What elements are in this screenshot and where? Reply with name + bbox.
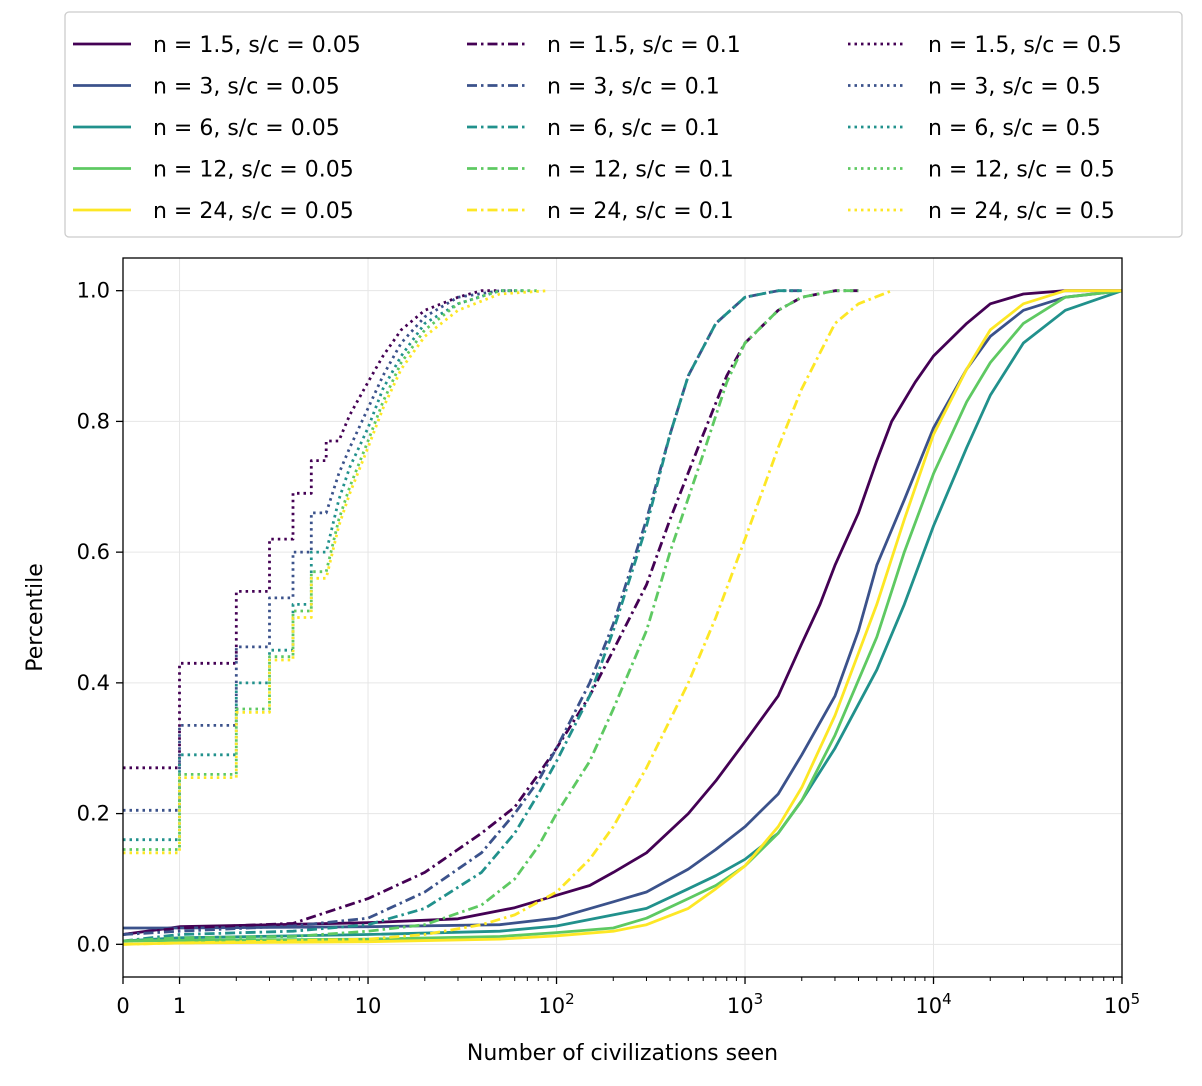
series-line-7 — [122, 289, 802, 936]
plot-frame — [122, 257, 1123, 978]
legend-label: n = 3, s/c = 0.05 — [153, 75, 340, 100]
x-tick-exponent: 4 — [942, 990, 952, 1008]
x-tick-label: 105 — [1104, 990, 1140, 1018]
x-axis-label: Number of civilizations seen — [467, 1041, 778, 1066]
legend-items: n = 1.5, s/c = 0.05 n = 3, s/c = 0.05 n = … — [73, 33, 1122, 224]
x-tick-label: 103 — [727, 990, 763, 1018]
series-line-6 — [122, 289, 859, 936]
legend-label: n = 12, s/c = 0.1 — [547, 158, 734, 183]
legend-label: n = 1.5, s/c = 0.1 — [547, 33, 741, 58]
legend-label: n = 12, s/c = 0.05 — [153, 158, 354, 183]
x-tick-label: 0 — [116, 994, 129, 1018]
x-tick-exponent: 3 — [754, 990, 764, 1008]
y-tick-label: 0.6 — [77, 540, 110, 564]
y-tick-label: 1.0 — [77, 279, 110, 303]
legend-label: n = 6, s/c = 0.5 — [928, 116, 1101, 141]
y-tick-label: 0.2 — [77, 802, 110, 826]
series-line-10 — [122, 289, 893, 946]
y-axis-label: Percentile — [23, 563, 48, 672]
series-line-8 — [122, 289, 802, 943]
y-tick-label: 0.4 — [77, 671, 110, 695]
series-lines — [122, 289, 1123, 946]
legend: n = 1.5, s/c = 0.05 n = 3, s/c = 0.05 n = … — [64, 11, 1183, 238]
legend-label: n = 1.5, s/c = 0.05 — [153, 33, 361, 58]
x-tick-label: 104 — [915, 990, 951, 1018]
legend-label: n = 24, s/c = 0.05 — [153, 199, 354, 224]
legend-label: n = 6, s/c = 0.1 — [547, 116, 720, 141]
y-tick-label: 0.8 — [77, 409, 110, 433]
series-line-1 — [122, 289, 1122, 936]
legend-label: n = 24, s/c = 0.1 — [547, 199, 734, 224]
legend-label: n = 12, s/c = 0.5 — [928, 158, 1115, 183]
x-tick-label: 1 — [173, 994, 186, 1018]
series-line-12 — [123, 289, 515, 812]
series-line-11 — [123, 289, 500, 770]
series-line-3 — [122, 289, 1123, 943]
series-line-14 — [123, 289, 539, 851]
series-line-2 — [123, 289, 1123, 930]
grid-lines — [122, 258, 1123, 977]
series-line-4 — [122, 289, 1123, 943]
y-axis-ticks: 0.0 0.2 0.4 0.6 0.8 1.0 — [77, 279, 123, 956]
x-tick-label: 102 — [538, 990, 574, 1018]
legend-label: n = 1.5, s/c = 0.5 — [928, 33, 1122, 58]
series-line-15 — [123, 289, 548, 855]
y-tick-label: 0.0 — [77, 932, 110, 956]
legend-label: n = 6, s/c = 0.05 — [153, 116, 340, 141]
legend-label: n = 24, s/c = 0.5 — [928, 199, 1115, 224]
x-axis-ticks: 0 1 10 102 103 104 105 — [116, 977, 1140, 1018]
series-line-13 — [123, 289, 528, 842]
x-tick-label: 10 — [355, 994, 382, 1018]
x-tick-exponent: 2 — [565, 990, 575, 1008]
legend-box — [64, 11, 1183, 238]
legend-label: n = 3, s/c = 0.1 — [547, 75, 720, 100]
legend-label: n = 3, s/c = 0.5 — [928, 75, 1101, 100]
series-line-9 — [122, 289, 859, 943]
x-tick-exponent: 5 — [1131, 990, 1141, 1008]
series-line-5 — [122, 289, 1122, 946]
